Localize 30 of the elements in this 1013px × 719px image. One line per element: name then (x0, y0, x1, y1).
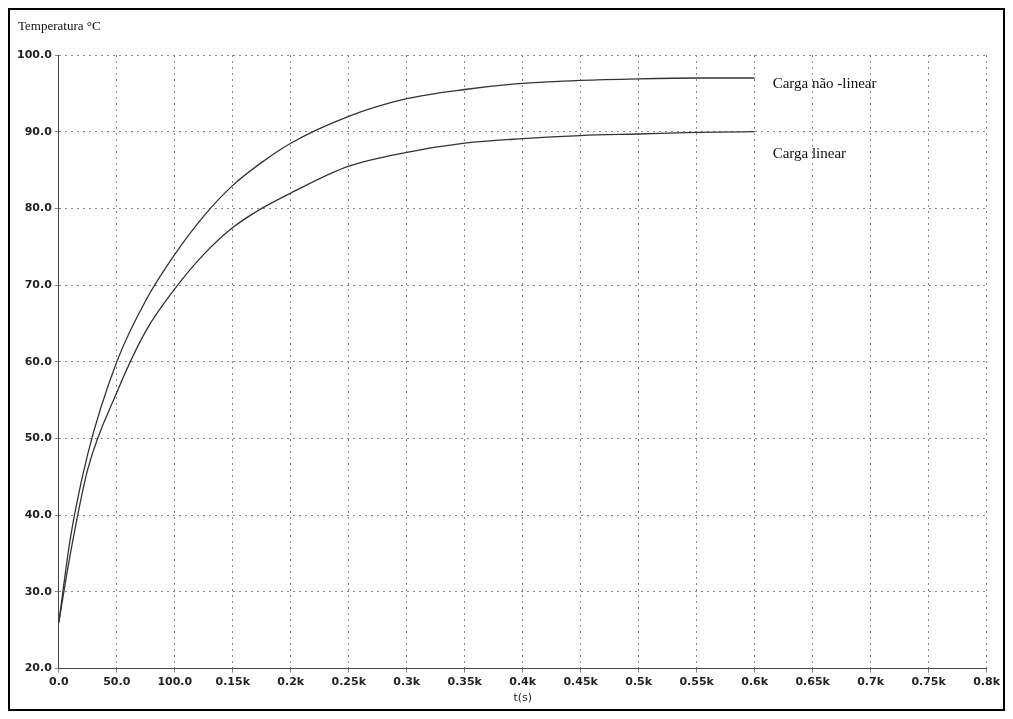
x-tick-label: 0.0 (49, 675, 69, 689)
series-label: Carga linear (772, 144, 847, 161)
y-tick-label: 40.0 (24, 508, 53, 522)
x-tick-label: 0.35k (447, 675, 483, 689)
x-tick-label: 0.4k (509, 675, 537, 689)
x-tick-label: 0.15k (215, 675, 251, 689)
x-tick-label: 0.25k (331, 675, 367, 689)
x-tick-label: 0.65k (795, 675, 831, 689)
y-tick-label: 20.0 (24, 661, 53, 675)
x-tick-label: 0.7k (857, 675, 885, 689)
y-tick-label: 30.0 (24, 584, 53, 598)
series-label: Carga não -linear (772, 74, 877, 91)
x-tick-label: 0.75k (911, 675, 947, 689)
x-tick-label: 0.3k (393, 675, 421, 689)
y-tick-label: 80.0 (24, 201, 53, 215)
x-axis-title: t(s) (513, 691, 533, 705)
y-tick-label: 50.0 (24, 431, 53, 445)
x-tick-label: 0.6k (741, 675, 769, 689)
x-tick-label: 0.55k (679, 675, 715, 689)
y-tick-label: 70.0 (24, 277, 53, 291)
x-tick-label: 0.5k (625, 675, 653, 689)
x-tick-label: 0.2k (277, 675, 305, 689)
y-tick-label: 60.0 (24, 354, 53, 368)
y-tick-label: 90.0 (24, 124, 53, 138)
x-tick-label: 0.8k (973, 675, 1001, 689)
x-tick-label: 50.0 (103, 675, 131, 689)
x-tick-label: 0.45k (563, 675, 599, 689)
y-axis-title: Temperatura °C (18, 17, 101, 33)
x-tick-label: 100.0 (157, 675, 193, 689)
y-tick-label: 100.0 (17, 47, 53, 61)
